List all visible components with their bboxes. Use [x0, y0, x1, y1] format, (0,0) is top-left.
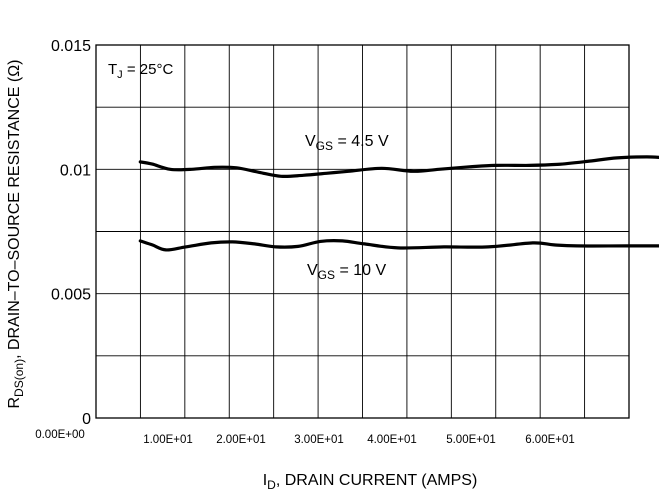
- series-group: [138, 155, 659, 252]
- series-line-1: [138, 239, 659, 252]
- series-label-vgs-4-5: VGS = 4.5 V: [305, 133, 389, 153]
- grid: [96, 45, 629, 418]
- y-axis-label: RDS(on), DRAIN–TO–SOURCE RESISTANCE (Ω): [6, 60, 26, 409]
- x-tick-label: 0.00E+00: [35, 429, 85, 441]
- x-tick-label: 1.00E+01: [143, 434, 193, 446]
- plot-frame: [95, 44, 630, 419]
- y-tick-label: 0.005: [51, 287, 91, 304]
- x-tick-label: 2.00E+01: [216, 434, 266, 446]
- x-tick-label: 3.00E+01: [294, 434, 344, 446]
- series-label-vgs-10: VGS = 10 V: [307, 262, 386, 282]
- x-tick-label: 6.00E+01: [525, 434, 575, 446]
- y-tick-label: 0: [82, 411, 91, 428]
- y-tick-label: 0.015: [51, 38, 91, 55]
- y-tick-label: 0.01: [60, 162, 91, 179]
- x-axis-label: ID, DRAIN CURRENT (AMPS): [263, 472, 478, 492]
- y-tick-labels: 0 0.005 0.01 0.015: [51, 38, 91, 428]
- x-tick-label: 4.00E+01: [367, 434, 417, 446]
- x-tick-label: 5.00E+01: [446, 434, 496, 446]
- x-tick-labels: 0.00E+00 1.00E+01 2.00E+01 3.00E+01 4.00E+01…: [35, 429, 575, 446]
- temperature-annotation: TJ = 25°C: [108, 61, 173, 81]
- series-line-0: [138, 155, 659, 179]
